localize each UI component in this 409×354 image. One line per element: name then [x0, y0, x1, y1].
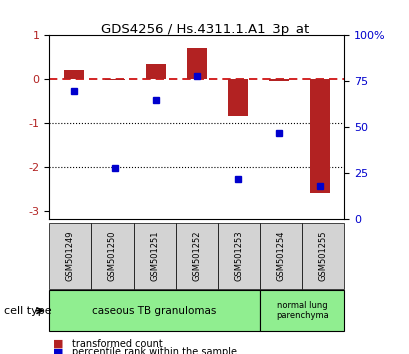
Text: cell type: cell type [4, 306, 52, 316]
Bar [63, 70, 84, 79]
Text: GSM501249: GSM501249 [65, 230, 74, 281]
Text: GSM501252: GSM501252 [192, 230, 201, 281]
Text: GSM501255: GSM501255 [318, 230, 327, 281]
Text: GSM501250: GSM501250 [108, 230, 117, 281]
Bar [186, 48, 207, 79]
Bar [227, 79, 247, 116]
Text: GDS4256 / Hs.4311.1.A1_3p_at: GDS4256 / Hs.4311.1.A1_3p_at [101, 23, 308, 36]
Text: normal lung
parenchyma: normal lung parenchyma [275, 301, 328, 320]
Text: GSM501254: GSM501254 [276, 230, 285, 281]
Bar [309, 79, 329, 193]
Text: percentile rank within the sample: percentile rank within the sample [72, 347, 236, 354]
Text: ■: ■ [53, 347, 64, 354]
Text: GSM501253: GSM501253 [234, 230, 243, 281]
Text: transformed count: transformed count [72, 339, 162, 349]
Bar [145, 64, 166, 79]
Text: ■: ■ [53, 339, 64, 349]
Bar [268, 79, 288, 81]
Text: caseous TB granulomas: caseous TB granulomas [92, 306, 216, 316]
Bar [104, 79, 125, 80]
Text: GSM501251: GSM501251 [150, 230, 159, 281]
